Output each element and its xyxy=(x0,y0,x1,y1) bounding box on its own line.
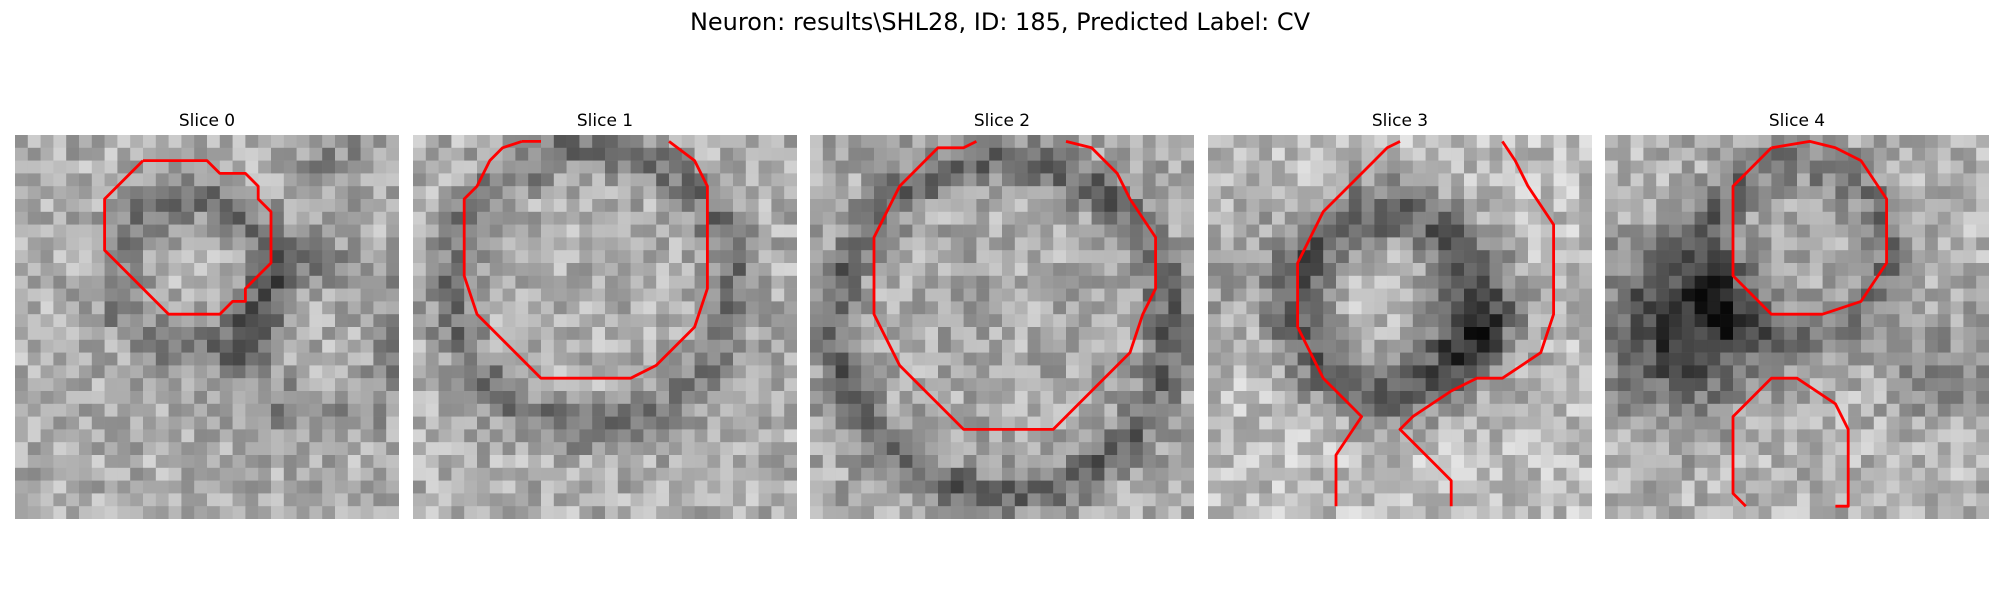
slice-title-4: Slice 4 xyxy=(1768,111,1826,131)
slice-title-1: Slice 1 xyxy=(576,111,634,131)
contour-line xyxy=(1731,139,1889,316)
slice-panel-2: Slice 2 xyxy=(810,110,1194,519)
slice-image-4 xyxy=(1605,135,1989,519)
figure-title: Neuron: results\SHL28, ID: 185, Predicte… xyxy=(689,8,1311,36)
slice-image-2 xyxy=(810,135,1194,519)
slice-image-1 xyxy=(413,135,797,519)
slice-panel-4: Slice 4 xyxy=(1605,110,1989,519)
contour-line xyxy=(872,140,1158,431)
contour-line xyxy=(1398,140,1556,507)
slice-title-3: Slice 3 xyxy=(1371,111,1429,131)
slice-image-0 xyxy=(15,135,399,519)
slice-panel-3: Slice 3 xyxy=(1208,110,1592,519)
contour-line xyxy=(1731,376,1850,508)
contour-line xyxy=(1296,140,1401,507)
slice-title-2: Slice 2 xyxy=(973,111,1031,131)
slice-image-3 xyxy=(1208,135,1592,519)
contour-line xyxy=(462,140,709,380)
slice-panel-1: Slice 1 xyxy=(413,110,797,519)
contour-line xyxy=(103,159,273,316)
slice-title-0: Slice 0 xyxy=(178,111,236,131)
slice-panel-0: Slice 0 xyxy=(15,110,399,519)
